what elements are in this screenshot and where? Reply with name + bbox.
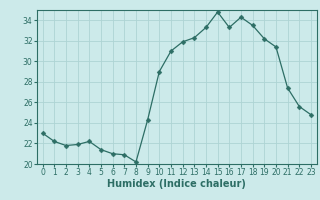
X-axis label: Humidex (Indice chaleur): Humidex (Indice chaleur) [108, 179, 246, 189]
